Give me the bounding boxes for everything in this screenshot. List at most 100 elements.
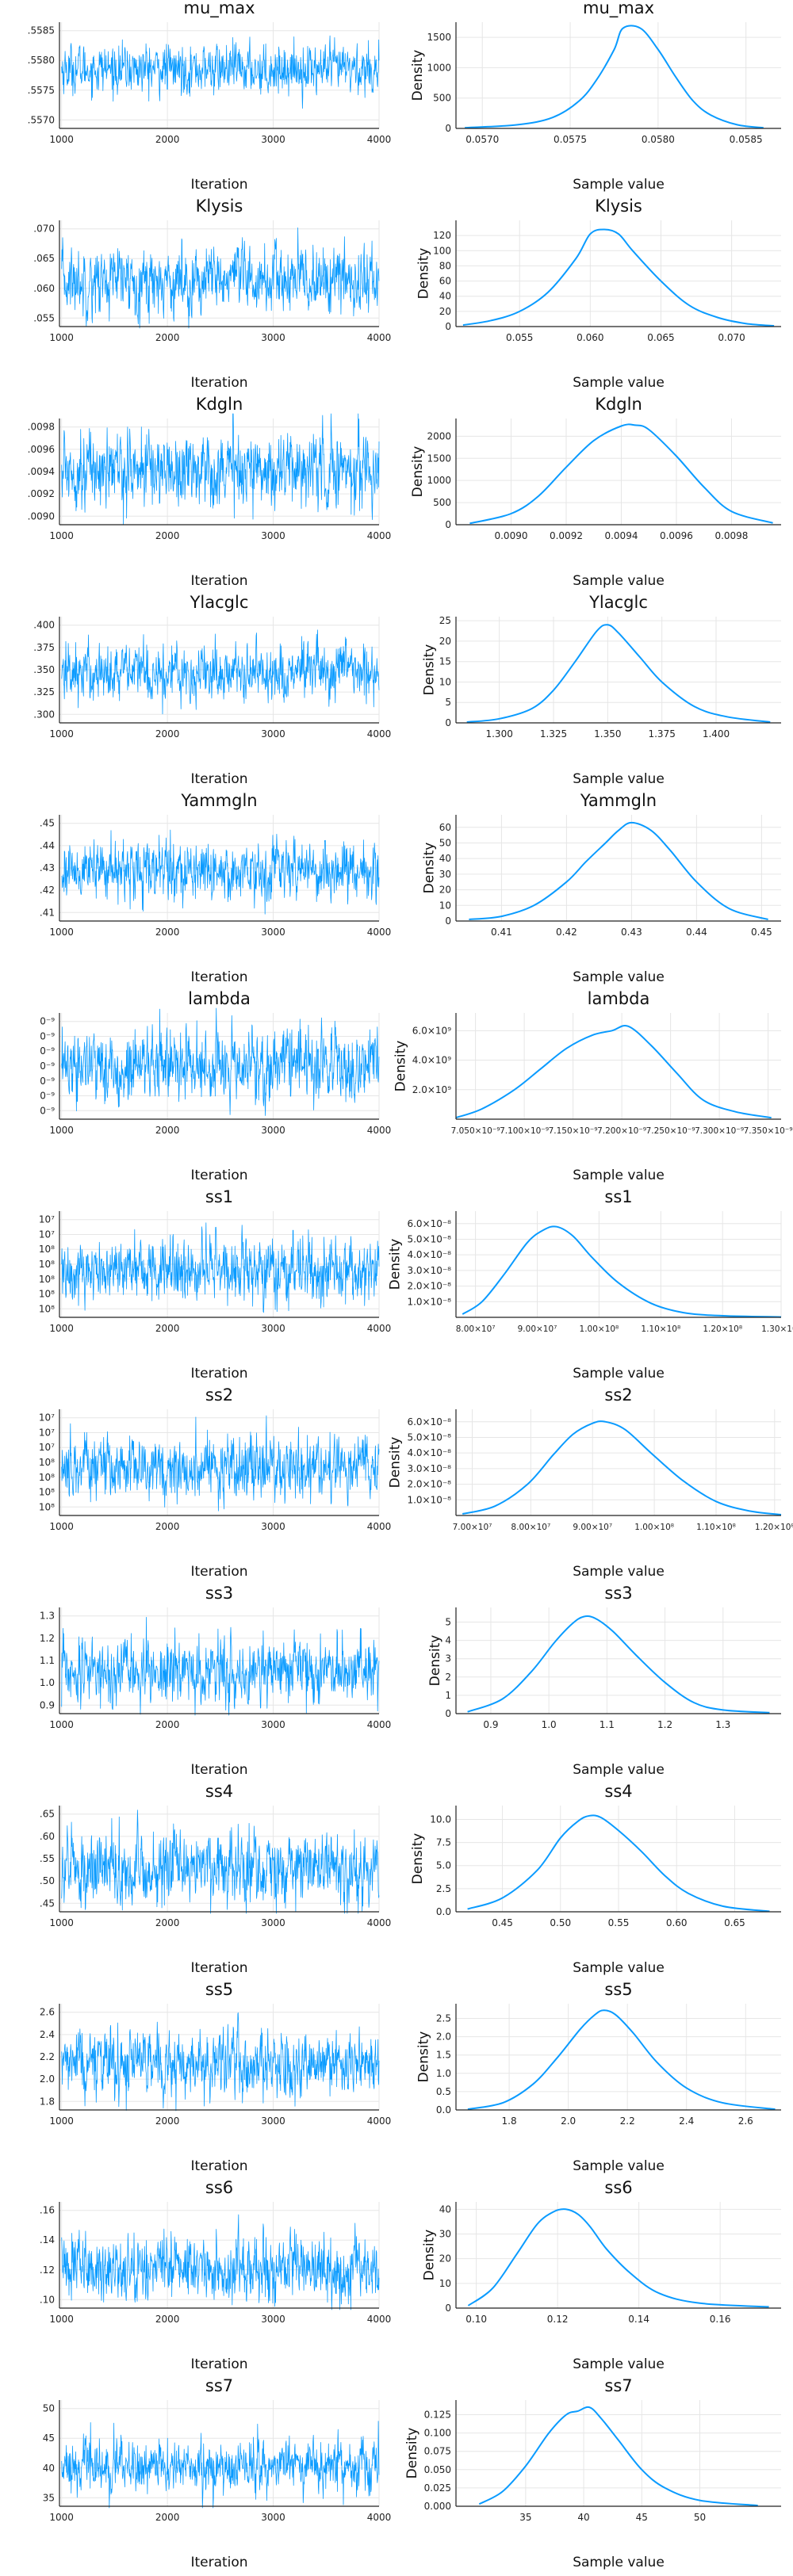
density-x-tick-label: 1.30×10⁸ bbox=[761, 1324, 793, 1334]
density-y-axis-label: Density bbox=[393, 1041, 409, 1092]
trace-y-tick-label: 10⁸ bbox=[39, 1244, 55, 1255]
density-x-tick-label: 0.9 bbox=[483, 1719, 498, 1730]
density-y-tick-label: 10.0 bbox=[430, 1814, 451, 1825]
density-y-tick-label: 0.125 bbox=[424, 2409, 451, 2420]
density-x-tick-label: 40 bbox=[577, 2512, 589, 2523]
trace-line-lambda bbox=[61, 1007, 380, 1116]
trace-x-tick-label: 4000 bbox=[367, 134, 392, 145]
trace-y-tick-label: 10⁸ bbox=[39, 1259, 55, 1270]
density-y-tick-label: 30 bbox=[439, 869, 451, 880]
density-y-axis-label: Density bbox=[422, 843, 438, 894]
trace-y-tick-label: .5575 bbox=[28, 85, 55, 96]
density-y-tick-label: 0 bbox=[445, 717, 451, 728]
trace-y-tick-label: 10⁸ bbox=[39, 1289, 55, 1300]
density-x-axis-label: Sample value bbox=[573, 375, 665, 391]
trace-x-tick-label: 3000 bbox=[261, 728, 285, 740]
density-x-tick-label: 0.43 bbox=[621, 927, 642, 938]
density-y-tick-label: 40 bbox=[439, 291, 451, 302]
density-x-tick-label: 1.375 bbox=[648, 728, 675, 740]
density-y-axis-label: Density bbox=[427, 1635, 443, 1687]
density-x-tick-label: 2.4 bbox=[679, 2115, 694, 2127]
density-x-axis-label: Sample value bbox=[573, 1168, 665, 1183]
panel-row-lambda: lambda 1000 2000 3000 4000 0⁻⁹ 0⁻⁹ 0⁻⁹ 0⁻⁹ 0⁻⁹ 0⁻⁹… bbox=[40, 989, 792, 1183]
density-y-tick-label: 10 bbox=[439, 2278, 451, 2289]
trace-x-axis-label: Iteration bbox=[190, 375, 247, 391]
density-plot-mu_max: mu_max 0.0570 0.0575 0.0580 0.0585 0 500 1000 15… bbox=[410, 0, 781, 193]
trace-y-tick-label: 1.2 bbox=[40, 1633, 55, 1644]
trace-line-ss6 bbox=[61, 2214, 380, 2310]
trace-x-tick-label: 1000 bbox=[49, 530, 74, 541]
density-x-axis-label: Sample value bbox=[573, 2158, 665, 2174]
density-y-tick-label: 0.0 bbox=[436, 1906, 451, 1917]
trace-y-tick-label: 40 bbox=[43, 2463, 55, 2474]
trace-x-tick-label: 3000 bbox=[261, 134, 285, 145]
trace-y-tick-label: .10 bbox=[40, 2294, 55, 2305]
density-y-tick-label: 0.025 bbox=[424, 2482, 451, 2494]
trace-y-tick-label: 1.0 bbox=[40, 1677, 55, 1688]
density-curve-ss3 bbox=[467, 1615, 770, 1714]
density-y-tick-label: 1.0×10⁻⁸ bbox=[407, 1296, 451, 1307]
trace-plot-lambda: lambda 1000 2000 3000 4000 0⁻⁹ 0⁻⁹ 0⁻⁹ 0⁻⁹ 0⁻⁹ 0⁻⁹… bbox=[40, 989, 391, 1183]
density-x-tick-label: 0.0098 bbox=[714, 530, 748, 541]
trace-x-tick-label: 1000 bbox=[49, 2314, 74, 2325]
trace-y-tick-label: 10⁷ bbox=[39, 1229, 55, 1240]
trace-line-mu_max bbox=[61, 35, 380, 109]
density-x-tick-label: 8.00×10⁷ bbox=[456, 1324, 496, 1334]
density-curve-Klysis bbox=[462, 228, 775, 327]
trace-y-tick-label: 10⁸ bbox=[39, 1303, 55, 1314]
trace-plot-ss6: ss6 1000 2000 3000 4000 .10 .12 .14 .16 Iteration bbox=[40, 2178, 391, 2372]
trace-y-tick-label: .375 bbox=[33, 642, 55, 653]
trace-x-axis-label: Iteration bbox=[190, 1762, 247, 1778]
trace-x-tick-label: 4000 bbox=[367, 332, 392, 343]
density-x-tick-label: 7.050×10⁻⁹ bbox=[451, 1126, 500, 1136]
density-y-tick-label: 6.0×10⁹ bbox=[412, 1025, 451, 1036]
density-y-tick-label: 2000 bbox=[427, 430, 451, 441]
density-x-tick-label: 0.0575 bbox=[554, 134, 587, 145]
density-x-tick-label: 7.250×10⁻⁹ bbox=[646, 1126, 695, 1136]
trace-plot-mu_max: mu_max 1000 2000 3000 4000 .5570 .5575 .5580 .55… bbox=[28, 0, 392, 193]
density-y-tick-label: 2 bbox=[445, 1672, 451, 1683]
density-plot-ss6: ss6 0.10 0.12 0.14 0.16 0 10 20 30 40 Sample value… bbox=[422, 2178, 781, 2372]
density-y-tick-label: 20 bbox=[439, 306, 451, 317]
density-curve-Yammgln bbox=[469, 821, 768, 920]
trace-x-axis-label: Iteration bbox=[190, 573, 247, 589]
density-x-tick-label: 1.350 bbox=[594, 728, 621, 740]
density-title: Kdgln bbox=[595, 395, 642, 414]
trace-x-tick-label: 4000 bbox=[367, 1323, 392, 1334]
trace-x-tick-label: 1000 bbox=[49, 134, 74, 145]
trace-x-tick-label: 2000 bbox=[155, 1917, 180, 1928]
density-y-axis-label: Density bbox=[387, 1437, 403, 1489]
density-y-tick-label: 1.0×10⁻⁸ bbox=[407, 1494, 451, 1505]
density-y-tick-label: 1500 bbox=[427, 32, 451, 43]
trace-x-tick-label: 2000 bbox=[155, 1521, 180, 1532]
panel-row-ss3: ss3 1000 2000 3000 4000 0.9 1.0 1.1 1.2 1.3 Iterat… bbox=[40, 1584, 781, 1778]
density-x-tick-label: 35 bbox=[519, 2512, 531, 2523]
trace-x-tick-label: 3000 bbox=[261, 1917, 285, 1928]
density-curve-Kdgln bbox=[469, 423, 773, 525]
density-title: ss1 bbox=[604, 1187, 632, 1206]
density-y-tick-label: 1.5 bbox=[436, 2050, 451, 2061]
density-y-tick-label: 40 bbox=[439, 2203, 451, 2215]
density-curve-mu_max bbox=[465, 25, 764, 129]
density-x-tick-label: 7.00×10⁷ bbox=[453, 1523, 492, 1532]
density-curve-ss4 bbox=[467, 1814, 770, 1913]
trace-x-tick-label: 2000 bbox=[155, 530, 180, 541]
density-plot-ss1: ss1 8.00×10⁷ 9.00×10⁷ 1.00×10⁸ 1.10×10⁸ 1.20×… bbox=[387, 1187, 793, 1382]
density-x-tick-label: 1.10×10⁸ bbox=[696, 1523, 736, 1532]
density-x-tick-label: 1.0 bbox=[542, 1719, 557, 1730]
density-curve-ss6 bbox=[467, 2208, 769, 2308]
density-plot-ss3: ss3 0.9 1.0 1.1 1.2 1.3 0 1 2 3 4 5 Sample value Dens… bbox=[427, 1584, 781, 1778]
trace-y-tick-label: 35 bbox=[43, 2492, 55, 2503]
density-x-tick-label: 1.8 bbox=[502, 2115, 517, 2127]
trace-y-tick-label: .0094 bbox=[28, 466, 55, 477]
density-y-tick-label: 30 bbox=[439, 2229, 451, 2240]
density-x-tick-label: 0.055 bbox=[506, 332, 533, 343]
trace-x-tick-label: 4000 bbox=[367, 1719, 392, 1730]
density-x-axis-label: Sample value bbox=[573, 1366, 665, 1382]
trace-y-tick-label: 45 bbox=[43, 2433, 55, 2444]
trace-line-Kdgln bbox=[61, 413, 380, 526]
density-title: Klysis bbox=[595, 197, 642, 216]
trace-plot-ss5: ss5 1000 2000 3000 4000 1.8 2.0 2.2 2.4 2.6 Iterat… bbox=[40, 1980, 391, 2174]
density-y-tick-label: 0 bbox=[445, 2303, 451, 2314]
